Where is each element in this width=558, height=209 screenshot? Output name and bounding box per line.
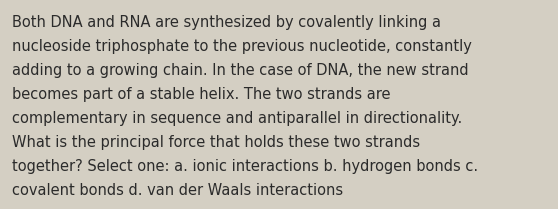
Text: What is the principal force that holds these two strands: What is the principal force that holds t… — [12, 135, 420, 150]
Text: nucleoside triphosphate to the previous nucleotide, constantly: nucleoside triphosphate to the previous … — [12, 39, 472, 54]
Text: adding to a growing chain. In the case of DNA, the new strand: adding to a growing chain. In the case o… — [12, 63, 469, 78]
Text: complementary in sequence and antiparallel in directionality.: complementary in sequence and antiparall… — [12, 111, 463, 126]
Text: together? Select one: a. ionic interactions b. hydrogen bonds c.: together? Select one: a. ionic interacti… — [12, 159, 478, 174]
Text: becomes part of a stable helix. The two strands are: becomes part of a stable helix. The two … — [12, 87, 391, 102]
Text: Both DNA and RNA are synthesized by covalently linking a: Both DNA and RNA are synthesized by cova… — [12, 15, 441, 30]
Text: covalent bonds d. van der Waals interactions: covalent bonds d. van der Waals interact… — [12, 183, 343, 198]
